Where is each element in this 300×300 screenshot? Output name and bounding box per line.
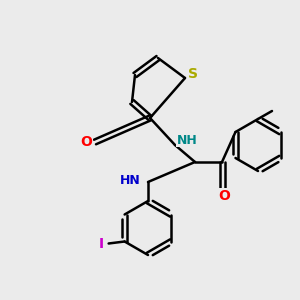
Text: O: O [218, 189, 230, 203]
Text: O: O [80, 135, 92, 149]
Text: NH: NH [177, 134, 197, 146]
Text: HN: HN [120, 173, 140, 187]
Text: S: S [188, 67, 198, 81]
Text: I: I [99, 236, 104, 250]
